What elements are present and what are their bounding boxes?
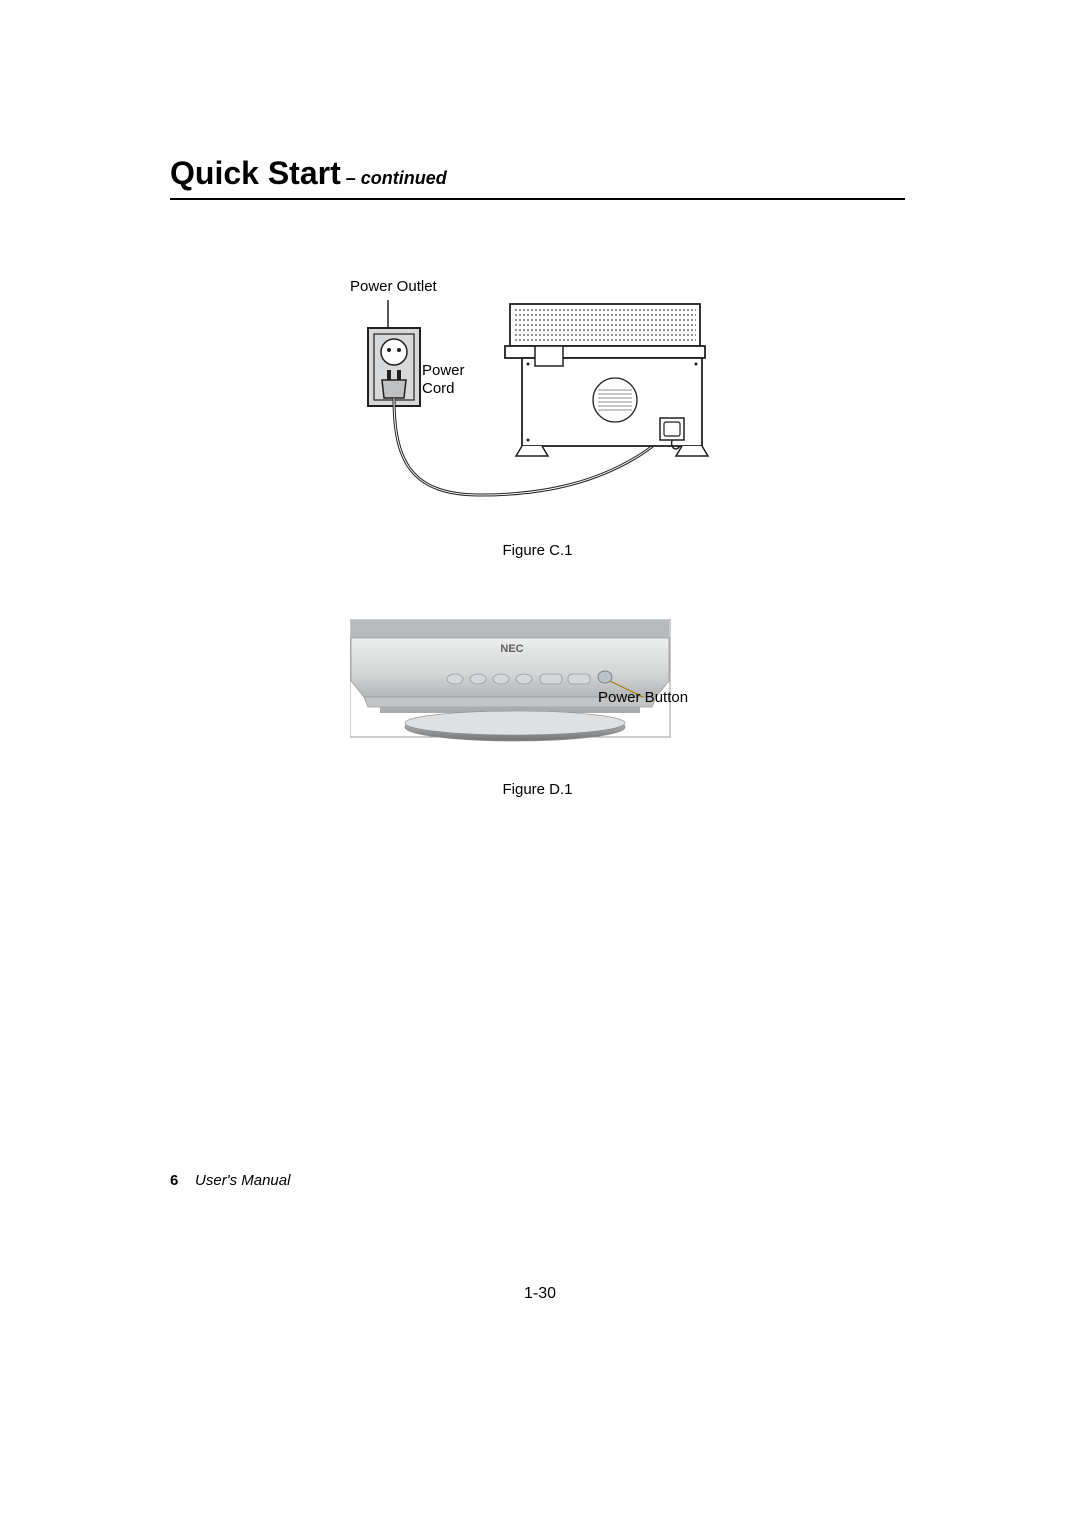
figure-d-block: NEC Power Button Figure D.1	[170, 619, 905, 798]
figure-d-diagram: NEC Power Button	[350, 619, 720, 759]
figure-c-diagram: Power Outlet Power Cord	[350, 280, 710, 520]
figure-d-caption: Figure D.1	[170, 781, 905, 798]
heading-sub: continued	[361, 168, 447, 188]
footer-manual-text: User's Manual	[195, 1172, 290, 1189]
figure-c-caption: Figure C.1	[170, 542, 905, 559]
power-cord-label-line1: Power	[422, 362, 465, 379]
page-number: 1-30	[524, 1285, 556, 1303]
figure-c-svg	[350, 280, 710, 520]
figure-c-block: Power Outlet Power Cord	[170, 280, 905, 559]
power-button-label: Power Button	[598, 689, 688, 706]
brand-text: NEC	[500, 643, 523, 655]
power-cord-label: Power Cord	[422, 362, 465, 398]
footer-page-local: 6	[170, 1172, 178, 1189]
heading-separator: –	[341, 168, 361, 188]
power-outlet-label: Power Outlet	[350, 278, 437, 295]
power-button-icon	[598, 671, 612, 683]
heading-main: Quick Start	[170, 155, 341, 191]
page-heading: Quick Start – continued	[170, 155, 905, 200]
power-cord-label-line2: Cord	[422, 380, 455, 397]
footer-left: 6 User's Manual	[170, 1172, 290, 1189]
